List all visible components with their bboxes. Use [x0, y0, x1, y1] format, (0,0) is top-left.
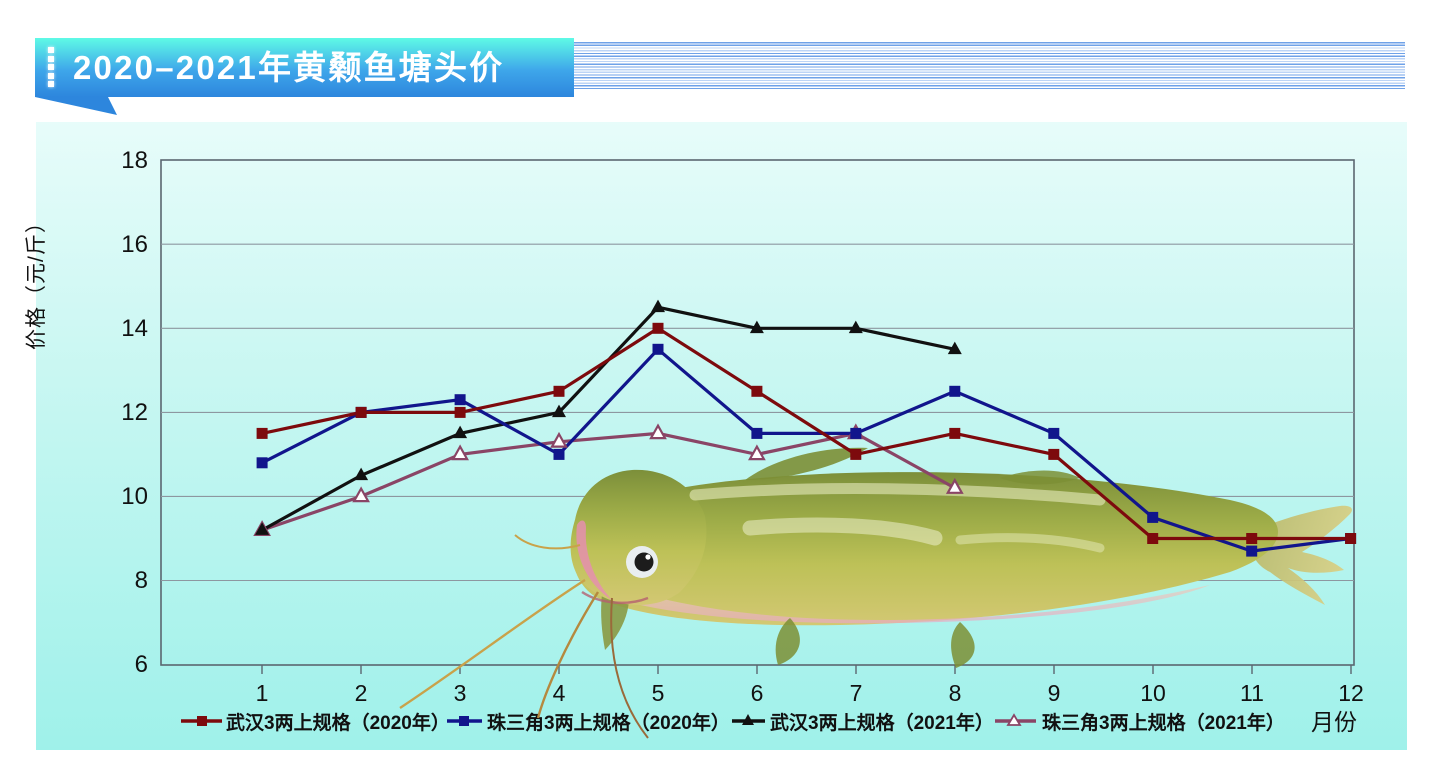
svg-text:6: 6: [135, 651, 148, 678]
svg-text:14: 14: [121, 315, 148, 342]
svg-text:10: 10: [121, 483, 148, 510]
svg-text:2: 2: [355, 680, 368, 706]
svg-text:武汉3两上规格（2020年）: 武汉3两上规格（2020年）: [226, 711, 450, 734]
svg-text:18: 18: [121, 147, 148, 174]
svg-text:10: 10: [1140, 680, 1166, 706]
svg-text:8: 8: [135, 567, 148, 594]
svg-text:武汉3两上规格（2021年）: 武汉3两上规格（2021年）: [770, 711, 994, 734]
svg-text:珠三角3两上规格（2020年）: 珠三角3两上规格（2020年）: [487, 711, 730, 734]
svg-text:7: 7: [850, 680, 863, 706]
svg-text:16: 16: [121, 231, 148, 258]
svg-text:9: 9: [1048, 680, 1061, 706]
svg-text:月份: 月份: [1311, 709, 1357, 735]
svg-text:5: 5: [652, 680, 665, 706]
svg-text:1: 1: [256, 680, 269, 706]
svg-text:12: 12: [1338, 680, 1364, 706]
svg-text:4: 4: [553, 680, 566, 706]
svg-text:11: 11: [1240, 680, 1264, 706]
svg-text:8: 8: [949, 680, 962, 706]
svg-text:6: 6: [751, 680, 764, 706]
svg-text:12: 12: [121, 399, 148, 426]
svg-text:3: 3: [454, 680, 467, 706]
svg-text:珠三角3两上规格（2021年）: 珠三角3两上规格（2021年）: [1042, 711, 1285, 734]
